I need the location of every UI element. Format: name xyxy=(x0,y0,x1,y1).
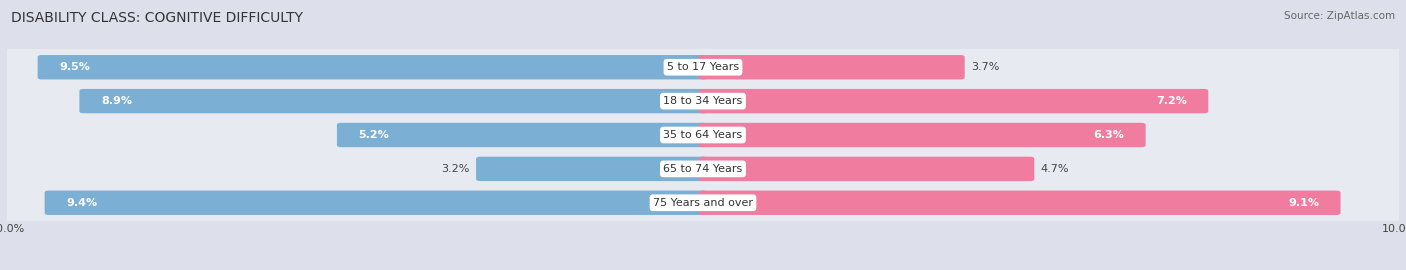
FancyBboxPatch shape xyxy=(337,123,707,147)
Text: 9.5%: 9.5% xyxy=(59,62,90,72)
Text: 7.2%: 7.2% xyxy=(1156,96,1187,106)
Text: 3.7%: 3.7% xyxy=(972,62,1000,72)
FancyBboxPatch shape xyxy=(699,157,1035,181)
FancyBboxPatch shape xyxy=(0,48,1406,86)
Text: 75 Years and over: 75 Years and over xyxy=(652,198,754,208)
FancyBboxPatch shape xyxy=(45,191,707,215)
Text: 65 to 74 Years: 65 to 74 Years xyxy=(664,164,742,174)
Text: 6.3%: 6.3% xyxy=(1094,130,1123,140)
FancyBboxPatch shape xyxy=(79,89,707,113)
FancyBboxPatch shape xyxy=(0,116,1406,154)
FancyBboxPatch shape xyxy=(699,89,1208,113)
FancyBboxPatch shape xyxy=(0,150,1406,188)
Text: 5.2%: 5.2% xyxy=(359,130,389,140)
FancyBboxPatch shape xyxy=(477,157,707,181)
FancyBboxPatch shape xyxy=(699,55,965,79)
FancyBboxPatch shape xyxy=(699,191,1340,215)
FancyBboxPatch shape xyxy=(699,123,1146,147)
FancyBboxPatch shape xyxy=(38,55,707,79)
Text: 9.4%: 9.4% xyxy=(66,198,97,208)
Text: Source: ZipAtlas.com: Source: ZipAtlas.com xyxy=(1284,11,1395,21)
FancyBboxPatch shape xyxy=(0,184,1406,222)
FancyBboxPatch shape xyxy=(0,82,1406,120)
Text: 3.2%: 3.2% xyxy=(441,164,470,174)
Text: 8.9%: 8.9% xyxy=(101,96,132,106)
Text: DISABILITY CLASS: COGNITIVE DIFFICULTY: DISABILITY CLASS: COGNITIVE DIFFICULTY xyxy=(11,11,304,25)
Text: 18 to 34 Years: 18 to 34 Years xyxy=(664,96,742,106)
Text: 9.1%: 9.1% xyxy=(1288,198,1319,208)
Text: 5 to 17 Years: 5 to 17 Years xyxy=(666,62,740,72)
Text: 35 to 64 Years: 35 to 64 Years xyxy=(664,130,742,140)
Text: 4.7%: 4.7% xyxy=(1040,164,1069,174)
